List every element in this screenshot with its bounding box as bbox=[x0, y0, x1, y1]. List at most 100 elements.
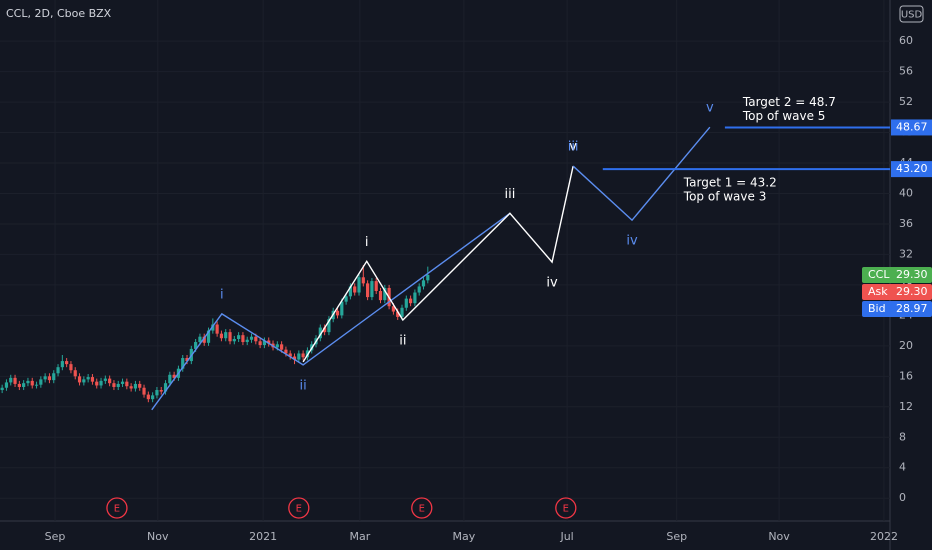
candle-body bbox=[241, 335, 245, 343]
x-tick-label: Mar bbox=[349, 530, 370, 543]
earnings-marker[interactable] bbox=[555, 497, 577, 519]
candle-body bbox=[155, 390, 159, 396]
candle-body bbox=[73, 370, 77, 377]
x-tick-label: 2021 bbox=[249, 530, 277, 543]
candle-body bbox=[413, 292, 417, 304]
candle-body bbox=[327, 319, 331, 333]
candle-body bbox=[378, 290, 383, 301]
candle-body bbox=[65, 361, 69, 365]
earnings-label[interactable]: E bbox=[563, 504, 569, 515]
candle-body bbox=[138, 383, 142, 388]
candle-body bbox=[275, 344, 279, 348]
x-tick-label: May bbox=[453, 530, 476, 543]
candle-body bbox=[245, 339, 249, 343]
wave-line bbox=[302, 165, 574, 363]
level-price-box bbox=[891, 161, 932, 178]
candle-body bbox=[56, 367, 60, 374]
candle-body bbox=[17, 383, 21, 387]
candle-body bbox=[318, 327, 322, 339]
quote-value: 29.30 bbox=[896, 285, 928, 298]
wave-label: i bbox=[220, 287, 224, 302]
x-tick-label: Nov bbox=[768, 530, 790, 543]
candle-body bbox=[194, 342, 198, 349]
x-tick-label: 2022 bbox=[870, 530, 898, 543]
y-tick-label: 12 bbox=[899, 400, 913, 413]
candle-body bbox=[112, 383, 116, 387]
candle-body bbox=[82, 379, 86, 383]
candle-body bbox=[198, 336, 202, 343]
earnings-marker[interactable] bbox=[288, 497, 310, 519]
candle-body bbox=[47, 376, 52, 381]
candle-body bbox=[374, 281, 378, 291]
candle-body bbox=[120, 381, 125, 384]
candle-body bbox=[129, 386, 133, 389]
candle-body bbox=[142, 387, 146, 395]
candle-body bbox=[133, 383, 138, 389]
candle-body bbox=[90, 377, 95, 382]
quote-name: CCL bbox=[868, 268, 890, 281]
y-tick-label: 40 bbox=[899, 186, 913, 199]
candle-body bbox=[116, 383, 120, 387]
candle-body bbox=[323, 327, 327, 333]
level-price-box bbox=[891, 119, 932, 136]
y-tick-label: 56 bbox=[899, 65, 913, 78]
y-tick-label: 4 bbox=[899, 461, 906, 474]
candle-body bbox=[224, 332, 228, 339]
candle-body bbox=[77, 376, 82, 383]
candle-body bbox=[396, 311, 400, 317]
candle-body bbox=[340, 301, 344, 316]
chart-title: CCL, 2D, Cboe BZX bbox=[6, 7, 112, 20]
candle-body bbox=[60, 361, 64, 368]
earnings-label[interactable]: E bbox=[419, 504, 425, 515]
candle-body bbox=[13, 377, 17, 384]
wave-label: v bbox=[569, 140, 577, 155]
candle-body bbox=[172, 374, 176, 378]
candle-body bbox=[288, 353, 292, 357]
candle-body bbox=[0, 387, 4, 391]
earnings-marker[interactable] bbox=[106, 497, 128, 519]
y-tick-label: 20 bbox=[899, 339, 913, 352]
wave-label: i bbox=[365, 235, 369, 250]
target-note: Top of wave 3 bbox=[683, 190, 767, 204]
candle-body bbox=[344, 296, 348, 302]
candle-body bbox=[228, 332, 232, 342]
candle-body bbox=[348, 286, 353, 297]
currency-box[interactable] bbox=[899, 5, 924, 23]
earnings-marker[interactable] bbox=[411, 497, 433, 519]
level-price-label: 48.67 bbox=[896, 120, 928, 133]
earnings-label[interactable]: E bbox=[296, 504, 302, 515]
candle-body bbox=[219, 333, 224, 339]
candle-body bbox=[370, 281, 374, 298]
candle-body bbox=[297, 353, 301, 360]
candle-body bbox=[417, 286, 421, 293]
candle-body bbox=[108, 378, 112, 384]
candle-body bbox=[426, 275, 430, 281]
wave-label: iii bbox=[568, 140, 579, 155]
wave-label: ii bbox=[399, 333, 406, 348]
wave-label: iii bbox=[505, 187, 516, 202]
candle-body bbox=[267, 340, 271, 344]
candle-body bbox=[254, 336, 258, 342]
candle-body bbox=[258, 341, 262, 346]
y-tick-label: 16 bbox=[899, 369, 913, 382]
candle-body bbox=[99, 380, 103, 386]
candle-body bbox=[400, 307, 404, 317]
candle-body bbox=[262, 340, 267, 346]
earnings-label[interactable]: E bbox=[114, 504, 120, 515]
candle-body bbox=[163, 383, 168, 392]
candle-body bbox=[30, 380, 34, 386]
candle-body bbox=[215, 324, 219, 334]
level-price-label: 43.20 bbox=[896, 162, 928, 175]
quote-value: 28.97 bbox=[896, 302, 928, 315]
candle-body bbox=[125, 381, 129, 387]
candle-body bbox=[366, 283, 370, 298]
y-tick-label: 36 bbox=[899, 217, 913, 230]
x-tick-label: Sep bbox=[666, 530, 687, 543]
candle-body bbox=[383, 287, 387, 301]
candle-body bbox=[39, 379, 43, 385]
quote-box bbox=[862, 284, 932, 301]
currency[interactable]: USD bbox=[901, 10, 923, 21]
x-tick-label: Jul bbox=[559, 530, 573, 543]
quote-name: Ask bbox=[868, 285, 888, 298]
candle-body bbox=[237, 335, 241, 339]
